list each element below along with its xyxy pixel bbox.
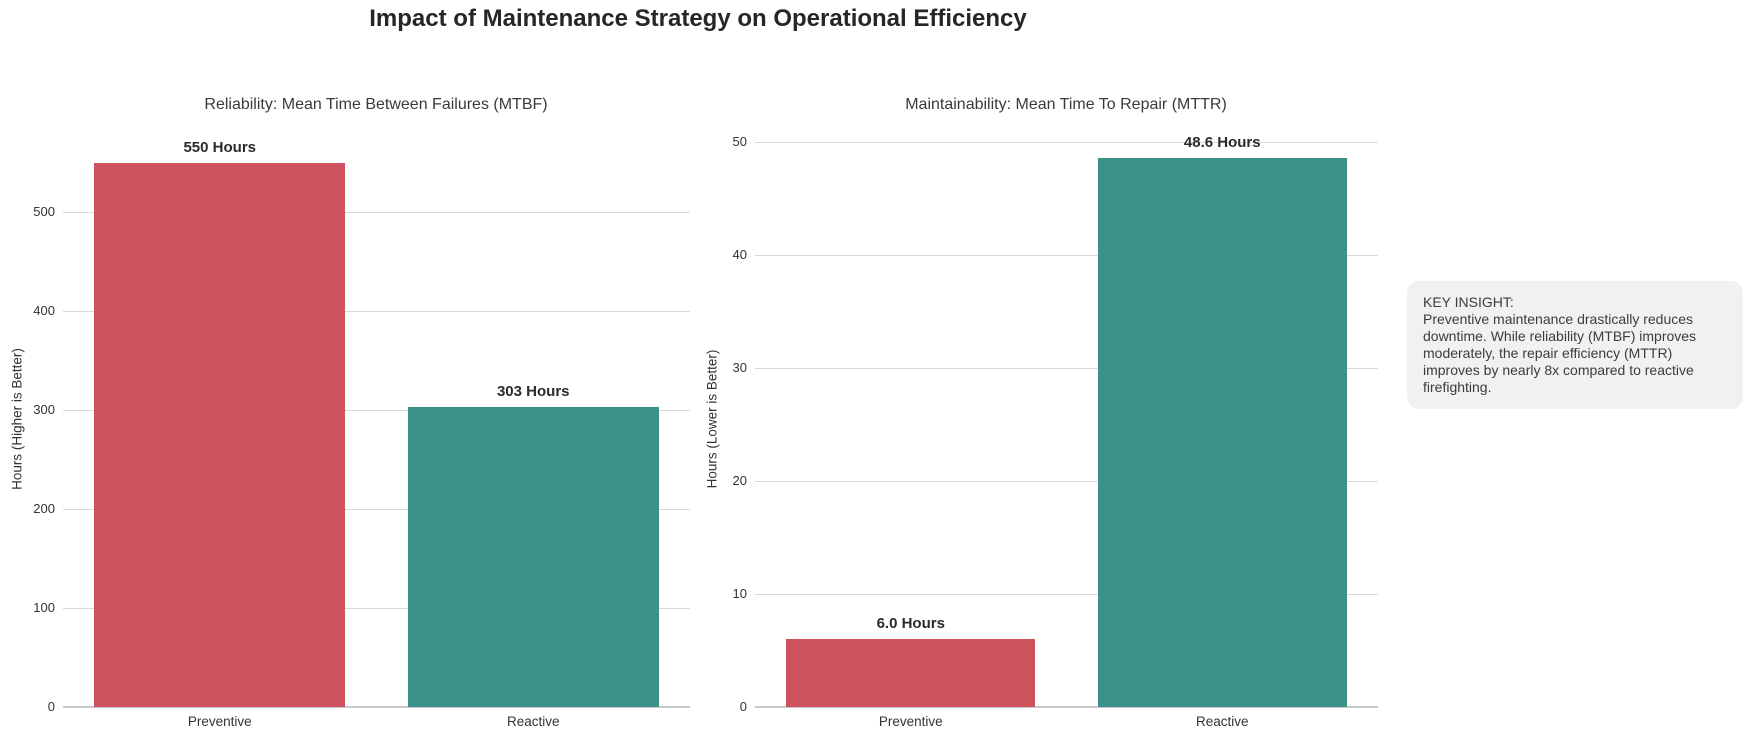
tick-label: 200 — [33, 501, 55, 517]
bar-preventive — [94, 162, 346, 707]
bar-value-label: 550 Hours — [183, 138, 257, 156]
gridline — [755, 594, 1378, 596]
category-label: Reactive — [506, 714, 560, 729]
bar-value-label: 48.6 Hours — [1183, 134, 1261, 152]
main-title: Impact of Maintenance Strategy on Operat… — [369, 5, 1027, 32]
gridline — [63, 410, 690, 412]
category-label: Preventive — [187, 714, 252, 729]
x-axis-line — [63, 706, 690, 708]
gridline — [63, 509, 690, 511]
tick-label: 400 — [33, 303, 55, 319]
category-label: Reactive — [1195, 714, 1249, 729]
category-label: Preventive — [878, 714, 943, 729]
gridline — [755, 142, 1378, 144]
tick-label: 0 — [739, 699, 747, 714]
gridline — [63, 311, 690, 313]
bar-reactive — [1097, 158, 1347, 707]
gridline — [755, 255, 1378, 257]
insight-heading: KEY INSIGHT: — [1423, 294, 1514, 310]
insight-box: KEY INSIGHT: Preventive maintenance dras… — [1407, 281, 1743, 409]
tick-label: 20 — [732, 473, 747, 489]
bar-reactive — [407, 407, 659, 707]
chart-title: Maintainability: Mean Time To Repair (MT… — [905, 96, 1227, 113]
insight-body: Preventive maintenance drastically reduc… — [1423, 311, 1697, 395]
x-axis-line — [755, 706, 1378, 708]
tick-label: 50 — [732, 134, 747, 150]
gridline — [755, 481, 1378, 483]
tick-label: 40 — [732, 247, 747, 263]
bar-preventive — [786, 639, 1036, 707]
gridline — [63, 608, 690, 610]
tick-label: 10 — [732, 586, 747, 602]
tick-label: 300 — [33, 402, 55, 418]
gridline — [63, 212, 690, 214]
tick-label: 30 — [732, 360, 747, 376]
gridline — [755, 368, 1378, 370]
tick-label: 100 — [33, 600, 55, 616]
chart-title: Reliability: Mean Time Between Failures … — [204, 96, 548, 113]
bar-value-label: 6.0 Hours — [876, 615, 945, 633]
tick-label: 500 — [33, 204, 55, 220]
tick-label: 0 — [47, 699, 55, 714]
bar-value-label: 303 Hours — [496, 383, 570, 401]
